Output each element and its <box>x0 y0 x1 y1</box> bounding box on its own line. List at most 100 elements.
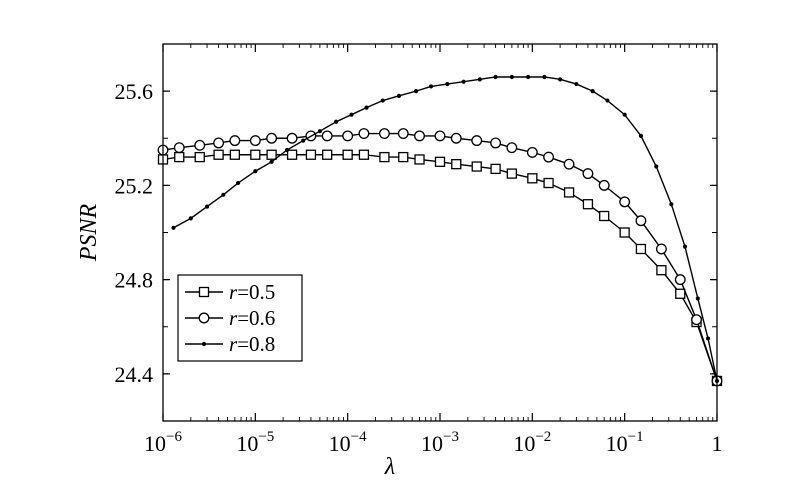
legend: r=0.5r=0.6r=0.8 <box>177 274 303 362</box>
legend-marker <box>198 286 210 298</box>
data-point <box>542 74 547 80</box>
x-tick-label: 1 <box>712 431 723 456</box>
data-point <box>590 89 595 94</box>
data-point <box>682 244 688 249</box>
data-point <box>349 112 354 117</box>
data-point <box>705 336 711 341</box>
axes-box <box>162 43 718 422</box>
data-point <box>194 151 205 163</box>
data-point <box>461 79 466 84</box>
data-point <box>286 132 298 144</box>
data-point <box>317 129 322 134</box>
y-tick-label: 25.2 <box>115 173 154 198</box>
data-point <box>656 265 667 276</box>
data-point <box>286 149 298 160</box>
data-point <box>506 168 517 179</box>
x-tick-label: 10−3 <box>421 429 459 456</box>
legend-entry: r=0.5 <box>185 280 275 304</box>
legend-label: r=0.6 <box>229 306 275 330</box>
data-point <box>450 132 462 144</box>
legend-label: r=0.5 <box>229 280 275 304</box>
data-point <box>490 137 502 149</box>
data-point <box>414 154 425 165</box>
data-point <box>490 163 501 175</box>
data-point <box>188 216 193 221</box>
data-point <box>558 77 563 82</box>
data-point <box>378 128 390 139</box>
data-point <box>266 132 278 144</box>
axes: 24.4 24.8 25.2 25.6 10−6 10−5 10−4 10−3 10−2 10−1… <box>76 43 723 480</box>
data-point <box>414 130 425 142</box>
data-point <box>322 149 333 160</box>
data-point <box>655 243 667 255</box>
data-point <box>213 149 224 160</box>
data-point <box>493 74 498 80</box>
data-point <box>598 179 610 191</box>
data-point <box>269 159 274 164</box>
data-point <box>477 77 482 82</box>
data-point <box>471 161 482 172</box>
x-tick-label: 10−5 <box>236 429 274 456</box>
data-point <box>434 130 446 142</box>
x-axis-title: λ <box>384 454 395 480</box>
data-point <box>582 168 594 180</box>
data-point <box>471 135 483 147</box>
data-point <box>235 180 241 186</box>
data-point <box>229 135 241 147</box>
data-point <box>543 151 555 163</box>
series-dot <box>171 74 720 384</box>
data-point <box>301 138 306 143</box>
data-point <box>428 84 434 89</box>
data-point <box>543 177 554 189</box>
data-point <box>342 149 353 160</box>
data-point <box>674 274 686 286</box>
data-point <box>619 227 630 238</box>
data-point <box>266 149 277 160</box>
data-point <box>526 74 531 80</box>
x-tick-label: 10−2 <box>513 429 551 456</box>
data-point <box>229 149 240 160</box>
data-point <box>675 288 686 299</box>
data-point <box>599 210 610 222</box>
y-tick-label: 24.4 <box>115 362 154 387</box>
data-point <box>434 156 446 167</box>
data-point <box>342 130 354 142</box>
data-point <box>582 199 594 210</box>
data-point <box>654 164 659 169</box>
data-point <box>213 137 225 149</box>
data-point <box>396 93 402 98</box>
data-point <box>635 243 647 255</box>
data-point <box>398 151 409 163</box>
legend-marker <box>201 341 207 347</box>
data-point <box>379 151 390 163</box>
data-point <box>358 128 370 139</box>
plot-area <box>157 74 723 387</box>
data-point <box>284 147 290 153</box>
data-point <box>619 196 631 208</box>
data-point <box>691 314 702 326</box>
x-tick-label: 10−1 <box>606 429 644 456</box>
data-point <box>174 151 185 163</box>
data-point <box>334 119 339 124</box>
data-point <box>250 149 261 160</box>
data-point <box>635 215 647 227</box>
data-point <box>527 173 538 184</box>
data-point <box>413 89 419 94</box>
series-circle <box>157 128 723 387</box>
data-point <box>194 139 206 151</box>
data-point <box>563 187 575 198</box>
data-point <box>397 128 409 139</box>
series-square <box>157 149 723 387</box>
data-point <box>506 142 518 154</box>
data-point <box>364 105 369 110</box>
data-point <box>445 81 450 87</box>
x-tick-label: 10−4 <box>329 429 367 456</box>
data-point <box>305 149 317 160</box>
y-tick-label: 24.8 <box>115 268 154 293</box>
data-point <box>669 202 674 207</box>
y-axis-title: PSNR <box>76 203 102 262</box>
data-point <box>171 225 176 230</box>
series-line <box>173 76 718 382</box>
legend-entry: r=0.8 <box>185 332 275 356</box>
